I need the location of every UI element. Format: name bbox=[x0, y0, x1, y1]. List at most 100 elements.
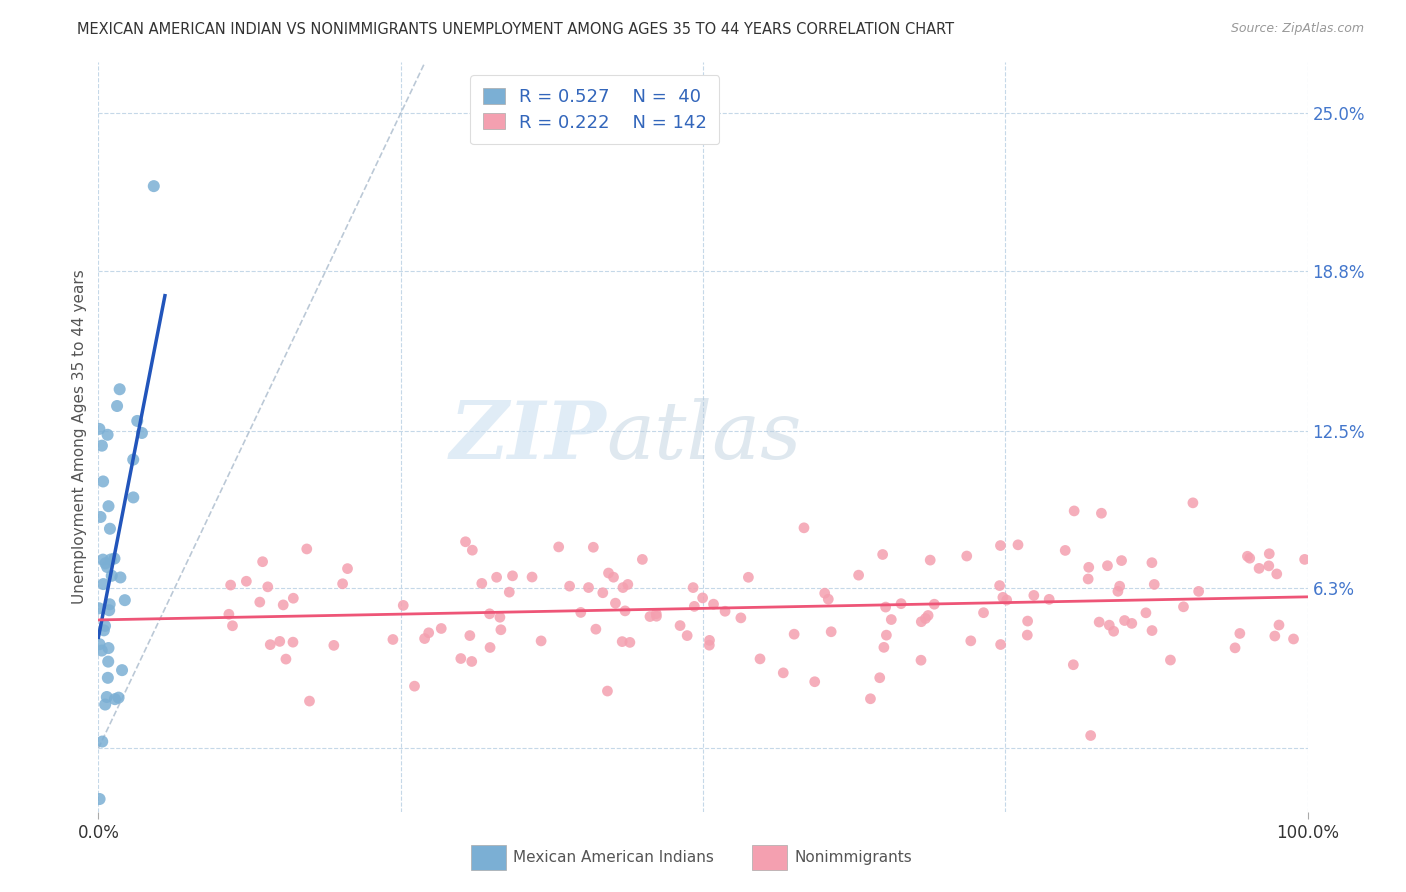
Point bbox=[1229, 626, 1251, 640]
Text: atlas: atlas bbox=[606, 399, 801, 475]
Point bbox=[699, 633, 721, 648]
Point bbox=[283, 591, 305, 606]
Point bbox=[1063, 504, 1085, 518]
Point bbox=[592, 586, 614, 600]
Point bbox=[530, 634, 553, 648]
Point bbox=[127, 414, 149, 428]
Point bbox=[612, 581, 634, 595]
Legend: R = 0.527    N =  40, R = 0.222    N = 142: R = 0.527 N = 40, R = 0.222 N = 142 bbox=[470, 75, 720, 145]
Point bbox=[869, 671, 891, 685]
Point bbox=[461, 655, 484, 669]
Point bbox=[281, 635, 304, 649]
Point bbox=[91, 475, 114, 489]
Point bbox=[682, 581, 704, 595]
Point bbox=[875, 600, 897, 615]
Point bbox=[1239, 551, 1261, 566]
Point bbox=[87, 601, 110, 615]
Point bbox=[692, 591, 714, 605]
Point bbox=[959, 633, 981, 648]
Point bbox=[617, 577, 640, 591]
Point bbox=[910, 653, 932, 667]
Point bbox=[1140, 556, 1163, 570]
Point bbox=[142, 179, 165, 194]
Point bbox=[547, 540, 569, 554]
Point bbox=[1264, 629, 1286, 643]
Point bbox=[93, 577, 115, 591]
Point bbox=[413, 632, 436, 646]
Point bbox=[631, 552, 654, 566]
Point bbox=[111, 663, 134, 677]
Point bbox=[104, 692, 127, 706]
Point bbox=[585, 622, 607, 636]
Point bbox=[920, 553, 942, 567]
Y-axis label: Unemployment Among Ages 35 to 44 years: Unemployment Among Ages 35 to 44 years bbox=[72, 269, 87, 605]
Point bbox=[596, 684, 619, 698]
Point bbox=[1108, 579, 1130, 593]
Text: Mexican American Indians: Mexican American Indians bbox=[513, 850, 714, 864]
Point bbox=[1223, 640, 1246, 655]
Point bbox=[392, 599, 415, 613]
Point bbox=[89, 637, 111, 651]
Point bbox=[1236, 549, 1258, 564]
Point bbox=[98, 603, 121, 617]
Point bbox=[89, 792, 111, 806]
Point bbox=[605, 596, 627, 610]
Point bbox=[793, 521, 815, 535]
Point bbox=[956, 549, 979, 563]
Point bbox=[105, 399, 128, 413]
Point bbox=[772, 665, 794, 680]
Point bbox=[848, 568, 870, 582]
Point bbox=[1265, 566, 1288, 581]
Point bbox=[502, 569, 524, 583]
Point bbox=[578, 581, 600, 595]
Point bbox=[683, 599, 706, 614]
Point bbox=[100, 568, 122, 582]
Point bbox=[122, 452, 145, 467]
Point bbox=[614, 604, 637, 618]
Point bbox=[669, 618, 692, 632]
Point bbox=[873, 640, 896, 655]
Point bbox=[991, 591, 1014, 605]
Point bbox=[235, 574, 257, 589]
Point bbox=[430, 622, 453, 636]
Point bbox=[93, 624, 115, 638]
Point bbox=[1017, 628, 1039, 642]
Point bbox=[94, 698, 117, 712]
Point bbox=[1077, 560, 1099, 574]
Point bbox=[295, 541, 318, 556]
Point bbox=[1257, 558, 1279, 573]
Point bbox=[1098, 618, 1121, 632]
Point bbox=[1121, 616, 1143, 631]
Point bbox=[1017, 614, 1039, 628]
Point bbox=[97, 655, 120, 669]
Point bbox=[714, 604, 737, 618]
Point bbox=[1188, 584, 1211, 599]
Point bbox=[645, 607, 668, 621]
Point bbox=[1080, 729, 1102, 743]
Point bbox=[875, 628, 897, 642]
Point bbox=[96, 690, 118, 704]
Point bbox=[1159, 653, 1181, 667]
Point bbox=[1038, 592, 1060, 607]
Point bbox=[461, 543, 484, 558]
Point bbox=[97, 671, 120, 685]
Text: Source: ZipAtlas.com: Source: ZipAtlas.com bbox=[1230, 22, 1364, 36]
Point bbox=[1249, 561, 1271, 575]
Point bbox=[702, 597, 724, 611]
Text: Nonimmigrants: Nonimmigrants bbox=[794, 850, 912, 864]
Point bbox=[988, 578, 1011, 592]
Point bbox=[485, 570, 508, 584]
Point bbox=[107, 690, 129, 705]
Point bbox=[97, 427, 120, 442]
Point bbox=[1007, 538, 1029, 552]
Point bbox=[995, 593, 1018, 607]
Point bbox=[990, 638, 1012, 652]
Point bbox=[783, 627, 806, 641]
Point bbox=[221, 619, 243, 633]
Point bbox=[917, 608, 939, 623]
Point bbox=[131, 425, 153, 440]
Point bbox=[498, 585, 520, 599]
Point bbox=[1107, 584, 1129, 599]
Point bbox=[1054, 543, 1077, 558]
Point bbox=[274, 652, 297, 666]
